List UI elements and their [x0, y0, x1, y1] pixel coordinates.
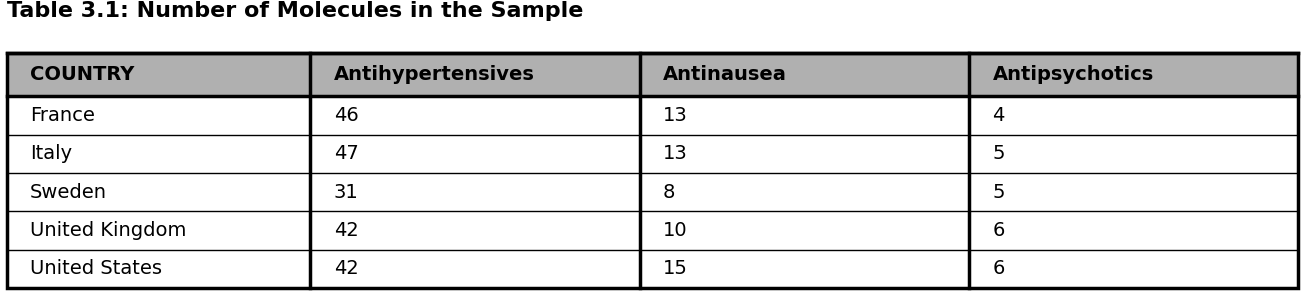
Text: United Kingdom: United Kingdom	[30, 221, 187, 240]
Text: 5: 5	[993, 144, 1005, 163]
Text: 46: 46	[334, 106, 359, 125]
Text: 13: 13	[663, 106, 688, 125]
Text: 6: 6	[993, 259, 1005, 278]
Bar	[7, 53, 1298, 96]
Text: 42: 42	[334, 259, 359, 278]
Text: 13: 13	[663, 144, 688, 163]
Bar	[7, 96, 1298, 288]
Text: Sweden: Sweden	[30, 183, 107, 202]
Text: Italy: Italy	[30, 144, 72, 163]
Text: 6: 6	[993, 221, 1005, 240]
Text: 4: 4	[993, 106, 1005, 125]
Text: 31: 31	[334, 183, 359, 202]
Text: 5: 5	[993, 183, 1005, 202]
Text: 42: 42	[334, 221, 359, 240]
Text: 47: 47	[334, 144, 359, 163]
Text: 8: 8	[663, 183, 676, 202]
Text: 10: 10	[663, 221, 688, 240]
Text: 15: 15	[663, 259, 688, 278]
Text: Antipsychotics: Antipsychotics	[993, 65, 1154, 84]
Text: Table 3.1: Number of Molecules in the Sample: Table 3.1: Number of Molecules in the Sa…	[7, 1, 583, 21]
Bar	[7, 53, 1298, 288]
Text: United States: United States	[30, 259, 162, 278]
Text: France: France	[30, 106, 95, 125]
Text: Antihypertensives: Antihypertensives	[334, 65, 535, 84]
Text: Antinausea: Antinausea	[663, 65, 787, 84]
Text: COUNTRY: COUNTRY	[30, 65, 134, 84]
